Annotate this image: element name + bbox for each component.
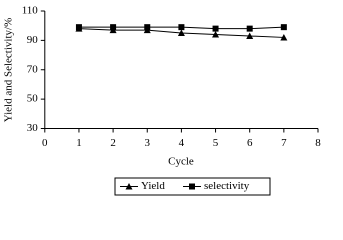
x-axis-title: Cycle [168,156,194,168]
marker-square [178,24,185,31]
x-tick-label: 5 [213,137,219,149]
legend-label: selectivity [204,180,250,192]
x-tick-label: 7 [281,137,287,149]
y-tick-label: 70 [27,63,39,75]
marker-square [246,25,253,32]
chart: Cycle Yield and Selectivity/% 3050709011… [3,5,321,196]
legend-label: Yield [141,180,165,192]
y-tick-label: 110 [22,5,39,17]
x-tick-label: 2 [110,137,116,149]
legend-box [114,177,271,196]
marker-triangle [280,33,288,41]
marker-triangle [246,32,254,39]
marker-square [280,24,287,31]
marker-square [212,25,219,32]
x-tick-label: 8 [315,137,321,149]
marker-square [75,24,82,31]
marker-square [110,24,117,31]
marker-triangle [212,31,220,38]
y-tick-label: 90 [27,34,39,46]
marker-square [144,24,151,31]
x-tick-label: 3 [145,137,151,149]
x-tick-label: 0 [42,137,48,149]
y-tick-label: 30 [27,122,39,134]
x-tick-label: 1 [76,137,82,149]
marker-square [189,183,195,190]
y-tick-label: 50 [27,93,39,105]
x-tick-label: 4 [179,137,185,149]
marker-triangle [125,183,133,190]
y-axis-title: Yield and Selectivity/% [3,18,15,122]
marker-triangle [177,29,185,37]
x-tick-label: 6 [247,137,253,149]
